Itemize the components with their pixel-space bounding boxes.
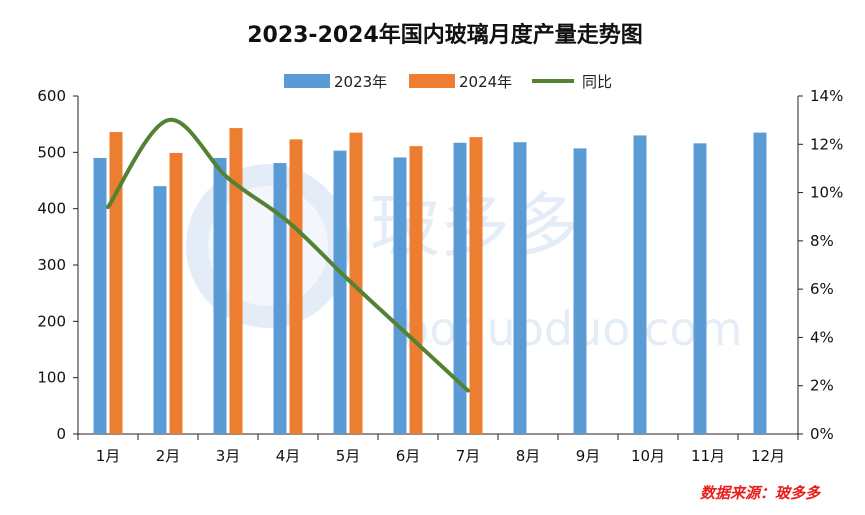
x-tick-label: 9月 — [576, 447, 601, 465]
bar-2023 — [453, 142, 467, 435]
x-tick-label: 7月 — [456, 447, 481, 465]
right-tick-label: 6% — [810, 280, 834, 298]
left-tick-label: 200 — [37, 312, 66, 330]
bar-2023 — [513, 142, 527, 434]
left-tick-label: 0 — [56, 425, 66, 443]
bar-2024 — [409, 146, 423, 435]
x-axis-ticks: 1月 2月 3月 4月 5月 6月 7月 8月 9月 10月 11月 12月 — [77, 434, 799, 465]
x-tick-label: 2月 — [156, 447, 181, 465]
watermark-domain: boduoduo.com — [400, 302, 742, 356]
left-axis-ticks: 0 100 200 300 400 500 600 — [37, 87, 78, 443]
bar-2024 — [469, 137, 483, 434]
right-tick-label: 4% — [810, 328, 834, 346]
x-tick-label: 11月 — [691, 447, 725, 465]
bar-series — [93, 128, 767, 435]
bar-2023 — [333, 150, 347, 435]
right-axis-ticks: 0% 2% 4% 6% 8% 10% 12% 14% — [798, 87, 843, 443]
legend-label-2024: 2024年 — [459, 73, 512, 91]
bar-2023 — [153, 186, 167, 434]
bar-2024 — [289, 139, 303, 435]
right-tick-label: 12% — [810, 135, 843, 153]
x-tick-label: 5月 — [336, 447, 361, 465]
x-tick-label: 6月 — [396, 447, 421, 465]
legend-swatch-2023 — [284, 74, 330, 88]
legend-swatch-2024 — [409, 74, 455, 88]
bar-2023 — [93, 157, 107, 434]
bar-2023 — [273, 163, 287, 434]
right-tick-label: 0% — [810, 425, 834, 443]
x-tick-label: 3月 — [216, 447, 241, 465]
left-tick-label: 100 — [37, 369, 66, 387]
right-tick-label: 2% — [810, 377, 834, 395]
bar-2023 — [753, 132, 767, 434]
bar-2024 — [349, 132, 363, 434]
bar-2023 — [693, 143, 707, 434]
legend-label-2023: 2023年 — [334, 73, 387, 91]
right-tick-label: 8% — [810, 232, 834, 250]
bar-2023 — [633, 135, 647, 434]
chart-title: 2023-2024年国内玻璃月度产量走势图 — [247, 22, 643, 48]
x-tick-label: 4月 — [276, 447, 301, 465]
legend: 2023年 2024年 同比 — [284, 73, 612, 91]
bar-2024 — [109, 132, 123, 434]
bar-2023 — [573, 148, 587, 434]
left-tick-label: 300 — [37, 256, 66, 274]
bar-2024 — [169, 152, 183, 434]
bar-2024 — [229, 128, 243, 435]
bar-2023 — [213, 157, 227, 434]
right-tick-label: 14% — [810, 87, 843, 105]
x-tick-label: 1月 — [96, 447, 121, 465]
yoy-line — [106, 118, 470, 393]
left-tick-label: 500 — [37, 143, 66, 161]
x-tick-label: 10月 — [631, 447, 665, 465]
x-tick-label: 12月 — [751, 447, 785, 465]
yoy-line-series — [106, 118, 470, 393]
source-note: 数据来源：玻多多 — [700, 484, 821, 502]
left-tick-label: 400 — [37, 200, 66, 218]
legend-label-yoy: 同比 — [582, 73, 612, 91]
left-tick-label: 600 — [37, 87, 66, 105]
x-tick-label: 8月 — [516, 447, 541, 465]
bar-2023 — [393, 157, 407, 435]
right-tick-label: 10% — [810, 184, 843, 202]
